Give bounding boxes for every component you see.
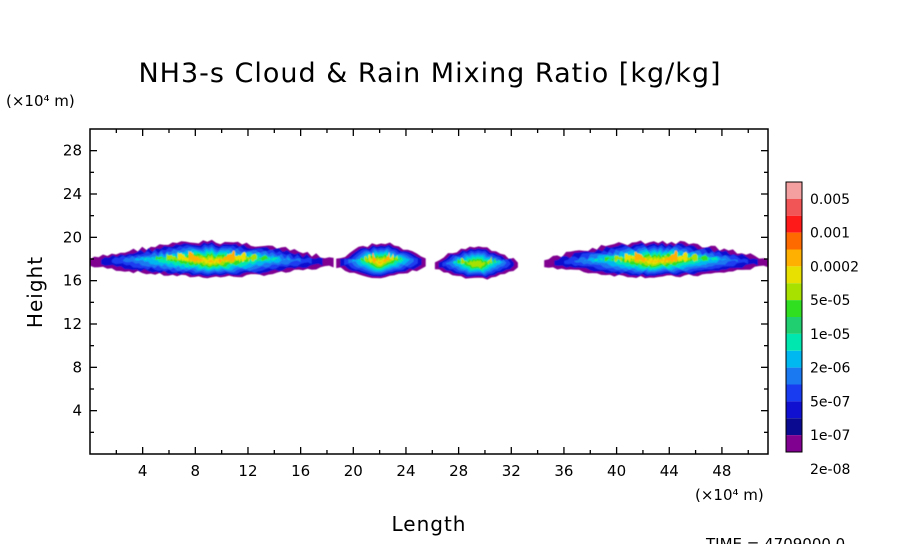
colorbar: 0.005 0.001 0.0002 5e-05 1e-05 2e-06 5e-07 1e-0… <box>785 181 859 478</box>
x-tick-label: 12 <box>238 462 257 480</box>
colorbar-swatch <box>786 215 802 233</box>
colorbar-label: 0.005 <box>810 192 850 208</box>
colorbar-swatch <box>786 333 802 351</box>
cloud-contour <box>372 251 390 264</box>
x-tick-label: 32 <box>502 462 521 480</box>
colorbar-label: 0.0002 <box>810 259 859 275</box>
cloud-contour <box>624 251 688 265</box>
field-layer <box>90 239 768 280</box>
x-tick-label: 4 <box>138 462 148 480</box>
colorbar-swatch <box>786 266 802 284</box>
x-axis-unit: (×10⁴ m) <box>695 486 764 504</box>
footer-time: TIME = 4709000.0 <box>705 535 845 544</box>
colorbar-swatch <box>786 317 802 334</box>
y-tick-label: 28 <box>63 142 82 160</box>
y-tick-label: 24 <box>63 185 82 203</box>
colorbar-swatch <box>786 401 802 419</box>
y-tick-label: 16 <box>63 272 82 290</box>
y-tick-label: 8 <box>72 358 82 376</box>
y-tick-label: 12 <box>63 315 82 333</box>
colorbar-frame <box>785 181 803 453</box>
colorbar-swatch <box>786 249 802 267</box>
chart-title: NH3-s Cloud & Rain Mixing Ratio [kg/kg] <box>138 58 721 89</box>
y-axis-unit: (×10⁴ m) <box>6 92 75 110</box>
colorbar-swatch <box>786 384 802 402</box>
x-tick-label: 20 <box>344 462 363 480</box>
colorbar-label: 5e-05 <box>810 293 850 309</box>
cloud-contour <box>461 256 492 269</box>
colorbar-label: 0.001 <box>810 226 850 242</box>
colorbar-swatch <box>786 283 802 301</box>
x-axis-label: Length <box>392 512 467 536</box>
x-tick-label: 40 <box>607 462 626 480</box>
y-tick-label: 20 <box>63 228 82 246</box>
cloud-contour <box>177 251 246 265</box>
colorbar-swatch <box>786 435 802 452</box>
x-tick-label: 24 <box>396 462 415 480</box>
x-tick-label: 36 <box>554 462 573 480</box>
x-tick-label: 48 <box>712 462 731 480</box>
cloud-contour <box>188 250 235 264</box>
colorbar-label: 5e-07 <box>810 394 850 410</box>
plot-frame <box>89 128 769 455</box>
colorbar-swatch <box>786 182 802 199</box>
colorbar-label: 2e-06 <box>810 361 850 377</box>
y-axis-label: Height <box>23 256 47 328</box>
x-tick-label: 8 <box>191 462 201 480</box>
y-tick-label: 4 <box>72 402 82 420</box>
colorbar-label: 1e-05 <box>810 327 850 343</box>
colorbar-swatch <box>786 232 802 250</box>
colorbar-swatch <box>786 367 802 385</box>
x-tick-label: 28 <box>449 462 468 480</box>
colorbar-swatch <box>786 350 802 368</box>
x-tick-label: 44 <box>660 462 679 480</box>
cloud-contour <box>634 250 678 264</box>
x-tick-label: 16 <box>291 462 310 480</box>
colorbar-label: 1e-07 <box>810 428 850 444</box>
colorbar-swatch <box>786 300 802 317</box>
colorbar-swatch <box>786 198 802 216</box>
colorbar-label: 2e-08 <box>810 462 850 478</box>
colorbar-swatch <box>786 418 802 436</box>
